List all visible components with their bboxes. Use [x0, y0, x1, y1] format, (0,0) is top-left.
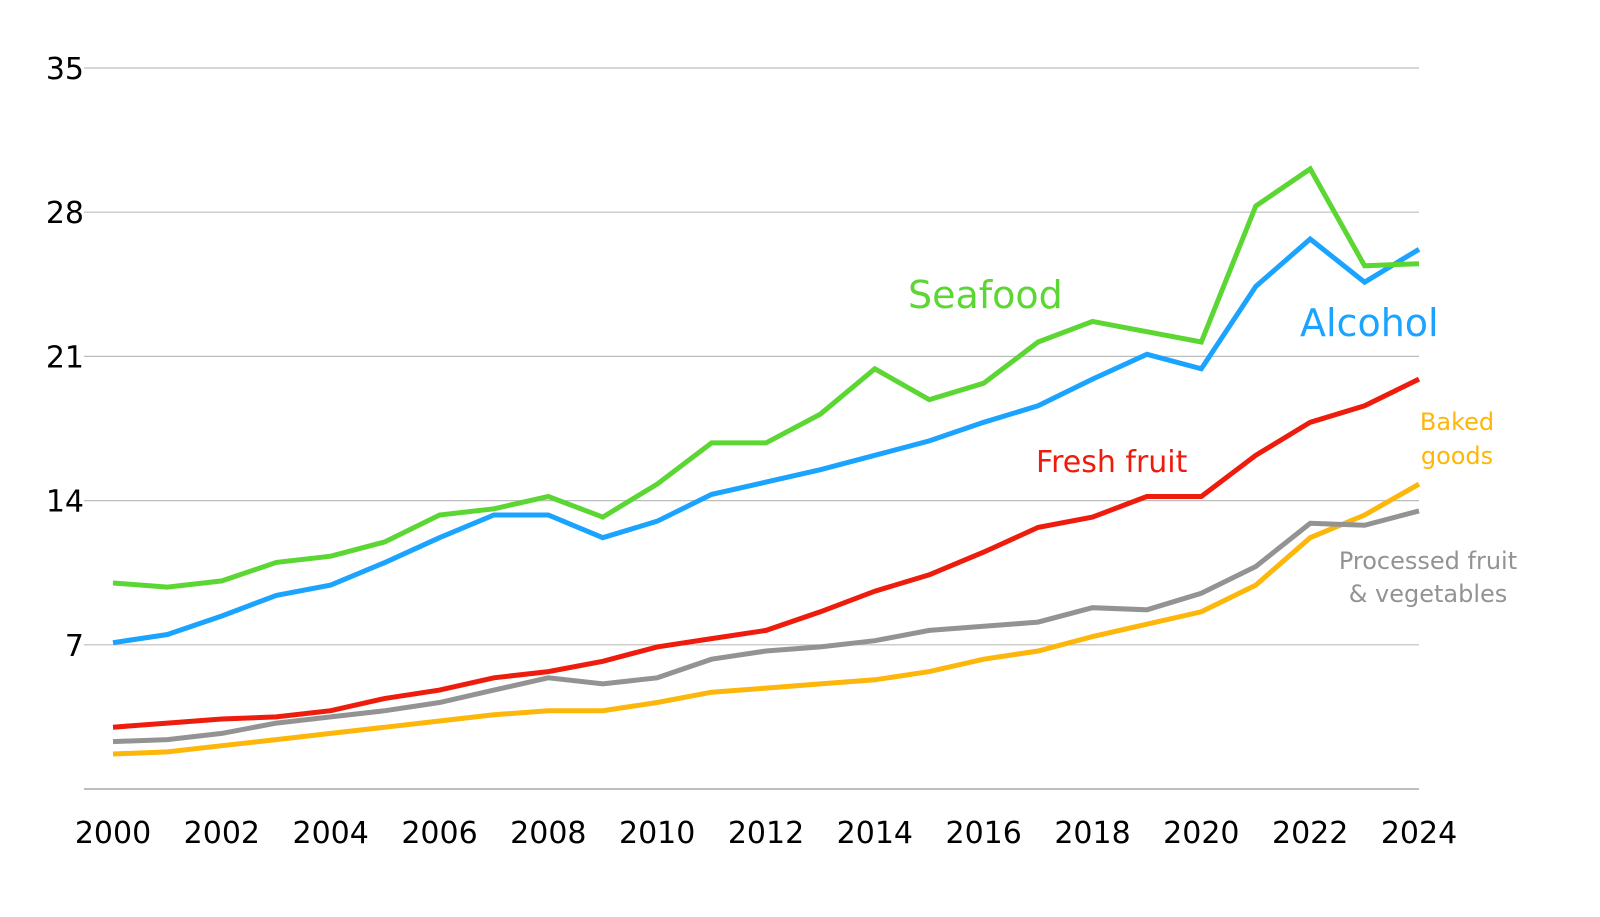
x-axis-ticks: 2000 2002 2004 2006 2008 2010 2012 2014 2016 2018… — [75, 816, 1457, 851]
x-tick-label: 2014 — [837, 816, 913, 851]
x-tick-label: 2016 — [945, 816, 1021, 851]
series-label-seafood: Seafood — [908, 273, 1063, 317]
series-label-baked-goods-line2: goods — [1421, 442, 1493, 470]
series-line-seafood — [112, 165, 1420, 590]
y-tick-label: 35 — [46, 52, 84, 87]
x-tick-label: 2002 — [184, 816, 260, 851]
x-tick-label: 2018 — [1054, 816, 1130, 851]
series-line-baked-goods — [112, 481, 1421, 757]
series-line-alcohol — [112, 235, 1421, 646]
series-lines — [112, 165, 1421, 757]
y-tick-label: 7 — [65, 629, 84, 664]
x-tick-label: 2004 — [292, 816, 368, 851]
series-label-processed-line2: & vegetables — [1349, 580, 1508, 608]
series-line-fresh-fruit — [112, 376, 1421, 730]
x-tick-label: 2010 — [619, 816, 695, 851]
series-label-fresh-fruit: Fresh fruit — [1036, 445, 1188, 480]
x-tick-label: 2012 — [728, 816, 804, 851]
x-tick-label: 2000 — [75, 816, 151, 851]
y-tick-label: 28 — [46, 196, 84, 231]
series-label-processed-line1: Processed fruit — [1339, 547, 1517, 575]
series-line-processed-fruit-vegetables — [112, 508, 1420, 745]
x-tick-label: 2008 — [510, 816, 586, 851]
x-tick-label: 2020 — [1163, 816, 1239, 851]
x-tick-label: 2024 — [1381, 816, 1457, 851]
gridlines — [84, 67, 1419, 790]
x-tick-label: 2006 — [401, 816, 477, 851]
series-label-alcohol: Alcohol — [1300, 301, 1439, 345]
y-axis-ticks: 7 14 21 28 35 — [46, 52, 84, 664]
y-tick-label: 14 — [46, 485, 84, 520]
series-labels: Seafood Alcohol Fresh fruit Baked goods … — [908, 273, 1517, 608]
series-label-baked-goods-line1: Baked — [1420, 408, 1494, 436]
x-tick-label: 2022 — [1272, 816, 1348, 851]
y-tick-label: 21 — [46, 340, 84, 375]
